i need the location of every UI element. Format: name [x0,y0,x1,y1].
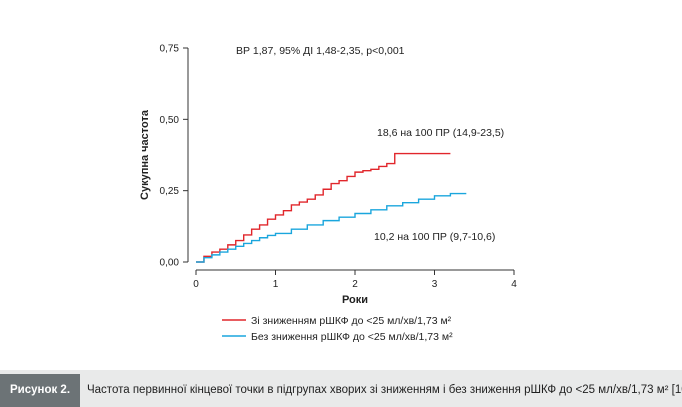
series-line-blue [196,192,467,263]
chart-panel [0,0,682,370]
blue-series-rate-annotation: 10,2 на 100 ПР (9,7-10,6) [374,231,495,243]
figure-number-label: Рисунок 2. [0,374,80,407]
red-series-rate-annotation: 18,6 на 100 ПР (14,9-23,5) [377,127,504,139]
y-axis-title: Сукупна частота [139,109,151,200]
x-tick-label: 1 [273,279,279,290]
series-line-red [196,152,451,263]
figure-caption: Частота первинної кінцевої точки в підгр… [87,384,682,396]
x-tick-label: 4 [511,279,517,290]
y-tick-label: 0,75 [160,44,180,55]
legend-label-blue: Без зниження рШКФ до <25 мл/хв/1,73 м² [251,331,453,343]
axes: 0,00 0,25 0,50 0,75 0 1 2 3 4 [160,44,518,291]
series-lines [196,152,467,263]
x-tick-label: 3 [432,279,438,290]
x-tick-label: 0 [193,279,199,290]
cumulative-incidence-chart: 0,00 0,25 0,50 0,75 0 1 2 3 4 ВР 1,87, 95% ДІ 1,… [139,44,518,344]
y-tick-label: 0,25 [160,186,180,197]
legend-label-red: Зі зниженням рШКФ до <25 мл/хв/1,73 м² [251,315,452,327]
legend: Зі зниженням рШКФ до <25 мл/хв/1,73 м² Б… [222,315,453,343]
y-tick-label: 0,50 [160,115,180,126]
x-axis-title: Роки [342,294,368,306]
hazard-ratio-annotation: ВР 1,87, 95% ДІ 1,48-2,35, p<0,001 [236,45,405,57]
x-tick-label: 2 [352,279,358,290]
y-tick-label: 0,00 [160,258,180,269]
caption-bar [0,374,682,407]
